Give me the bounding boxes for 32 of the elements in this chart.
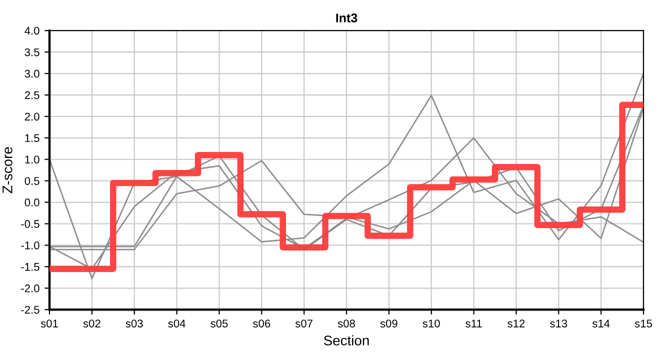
x-tick-label: s15 xyxy=(634,320,652,328)
x-tick-label: s05 xyxy=(210,320,228,328)
x-tick-label: s12 xyxy=(508,320,525,328)
chart-title: Int3 xyxy=(336,14,358,22)
y-tick-label: 1.5 xyxy=(25,134,40,142)
y-tick-label: -1.5 xyxy=(21,263,40,271)
y-tick-label: 1.0 xyxy=(25,156,40,164)
y-tick-label: 0.5 xyxy=(24,177,40,185)
y-tick-label: 3.0 xyxy=(24,70,40,78)
y-tick-label: 0.0 xyxy=(24,198,40,206)
x-tick-label: s04 xyxy=(168,320,186,328)
y-tick-label: -1.0 xyxy=(21,241,40,250)
x-tick-label: s03 xyxy=(126,320,143,328)
x-tick-label: s09 xyxy=(380,320,398,328)
y-tick-label: 3.5 xyxy=(24,48,40,56)
x-tick-label: s01 xyxy=(40,320,58,328)
y-tick-label: 2.0 xyxy=(24,112,40,121)
x-tick-label: s13 xyxy=(550,320,568,328)
x-tick-label: s14 xyxy=(592,320,610,328)
x-tick-label: s10 xyxy=(422,320,440,328)
x-tick-label: s08 xyxy=(338,320,355,328)
x-tick-label: s11 xyxy=(466,320,482,328)
y-tick-label: 2.5 xyxy=(24,91,40,100)
x-tick-label: s07 xyxy=(295,320,312,328)
y-tick-label: 4.0 xyxy=(24,26,40,35)
y-axis-title: Z-score xyxy=(2,147,12,194)
x-axis-title: Section xyxy=(324,335,369,346)
x-tick-label: s06 xyxy=(252,320,270,328)
x-tick-label: s02 xyxy=(83,320,100,328)
y-tick-label: -2.0 xyxy=(21,284,40,292)
y-tick-label: -2.5 xyxy=(21,306,40,314)
y-tick-label: -0.5 xyxy=(21,220,40,228)
